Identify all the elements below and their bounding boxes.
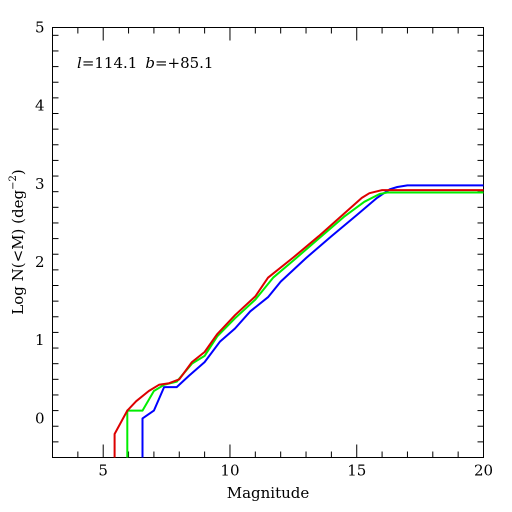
data-series xyxy=(113,184,484,458)
blue-series-line xyxy=(141,184,484,458)
galactic-b-symbol: b xyxy=(145,54,155,72)
y-axis-label-exponent: −2 xyxy=(8,175,19,190)
x-tick-label: 5 xyxy=(98,462,108,480)
coordinates-annotation: l=114.1 b=+85.1 xyxy=(77,54,213,72)
y-axis-label-close: ) xyxy=(9,169,27,175)
y-tick-label: 0 xyxy=(35,409,45,427)
galactic-b-value: =+85.1 xyxy=(155,54,214,72)
y-tick-label: 1 xyxy=(35,331,45,349)
galactic-l-symbol: l xyxy=(77,54,82,72)
red-series-line xyxy=(113,189,484,458)
galactic-l-value: =114.1 xyxy=(82,54,138,72)
y-axis-label: Log N(<M) (deg−2) xyxy=(8,169,27,314)
y-axis-label-main: Log N(<M) (deg xyxy=(9,190,27,315)
x-tick-label: 20 xyxy=(474,462,493,480)
y-tick-label: 3 xyxy=(35,175,45,193)
x-axis-label: Magnitude xyxy=(227,484,310,502)
plot-frame xyxy=(52,27,484,458)
y-tick-label: 2 xyxy=(35,253,45,271)
axis-tick-labels: 5 10 15 20 0 1 2 3 4 5 xyxy=(35,19,493,480)
x-tick-label: 10 xyxy=(220,462,239,480)
y-tick-label: 5 xyxy=(35,19,45,37)
x-tick-label: 15 xyxy=(347,462,366,480)
green-series-line xyxy=(126,191,484,458)
y-tick-label: 4 xyxy=(35,97,45,115)
axis-ticks xyxy=(52,27,484,458)
